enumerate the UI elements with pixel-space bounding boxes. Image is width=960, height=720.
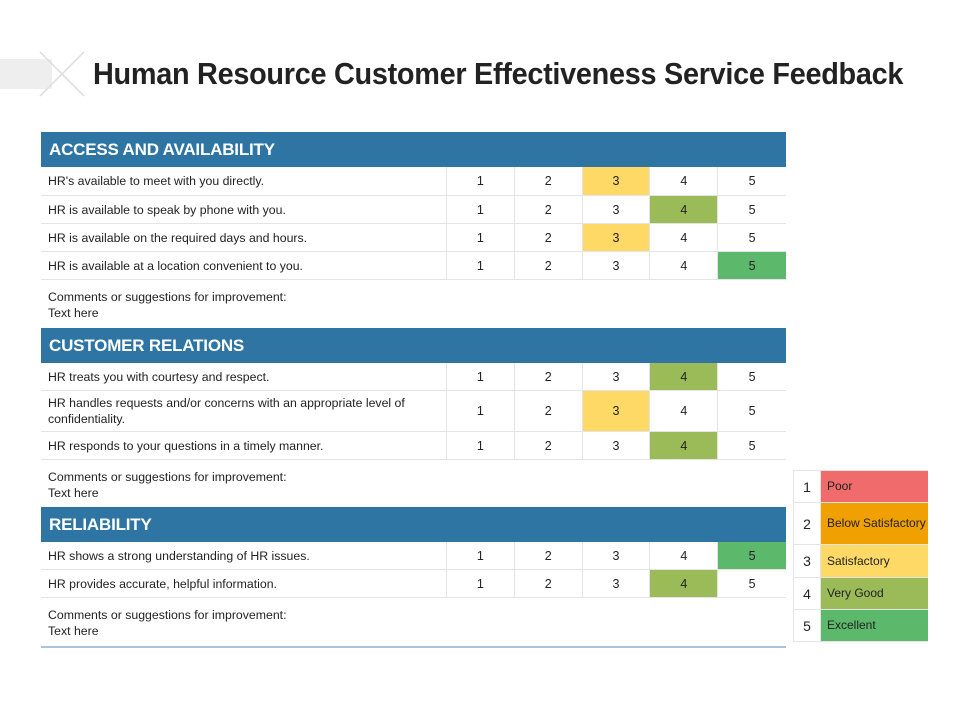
rating-cell-5[interactable]: 5 xyxy=(748,202,756,217)
rating-cell-1[interactable]: 1 xyxy=(447,252,515,279)
legend-row: 3 Satisfactory xyxy=(793,545,928,578)
rating-legend: 1 Poor 2 Below Satisfactory 3 Satisfacto… xyxy=(793,470,928,642)
rating-cell-3[interactable]: 3 xyxy=(583,252,651,279)
legend-number: 4 xyxy=(793,578,821,609)
rating-cell-4[interactable]: 4 xyxy=(650,252,719,279)
question-text: HR handles requests and/or concerns with… xyxy=(41,391,447,431)
rating-cell-1[interactable]: 1 xyxy=(447,391,515,431)
question-text: HR's available to meet with you directly… xyxy=(41,167,447,195)
rating-cell-1[interactable]: 1 xyxy=(447,363,515,390)
rating-cell-3[interactable]: 3 xyxy=(582,224,651,251)
rating-cell-3[interactable]: 3 xyxy=(583,363,651,390)
rating-cell-1[interactable]: 1 xyxy=(447,432,515,459)
decorative-cross-icon xyxy=(39,51,85,97)
rating-cell-5[interactable]: 5 xyxy=(718,542,786,569)
legend-number: 5 xyxy=(793,610,821,641)
decorative-bar xyxy=(0,59,52,89)
rating-cell-4[interactable]: 4 xyxy=(650,542,719,569)
comments-label: Comments or suggestions for improvement: xyxy=(48,470,287,484)
rating-cell-3[interactable]: 3 xyxy=(583,570,651,597)
section-header-access: ACCESS AND AVAILABILITY xyxy=(41,132,786,167)
rating-cell-4[interactable]: 4 xyxy=(650,167,719,195)
rating-cell-2[interactable]: 2 xyxy=(515,224,583,251)
question-row: HR is available on the required days and… xyxy=(41,224,786,252)
rating-cell-1[interactable]: 1 xyxy=(447,167,515,195)
rating-cell-5[interactable]: 5 xyxy=(748,404,756,418)
rating-cell-2[interactable]: 2 xyxy=(515,570,583,597)
rating-cell-5[interactable]: 5 xyxy=(748,576,756,591)
question-row: HR is available at a location convenient… xyxy=(41,252,786,280)
legend-number: 1 xyxy=(793,471,821,502)
rating-cell-4[interactable]: 4 xyxy=(650,224,719,251)
question-text: HR responds to your questions in a timel… xyxy=(41,432,447,459)
legend-number: 2 xyxy=(793,503,821,544)
question-row: HR shows a strong understanding of HR is… xyxy=(41,542,786,570)
legend-label: Poor xyxy=(821,471,928,502)
comments-block: Comments or suggestions for improvement:… xyxy=(41,460,786,507)
rating-cell-3[interactable]: 3 xyxy=(582,391,651,431)
comments-text[interactable]: Text here xyxy=(48,624,99,638)
question-text: HR provides accurate, helpful informatio… xyxy=(41,570,447,597)
legend-label: Very Good xyxy=(821,578,928,609)
rating-cell-3[interactable]: 3 xyxy=(583,196,651,223)
comments-text[interactable]: Text here xyxy=(48,486,99,500)
question-text: HR is available on the required days and… xyxy=(41,224,447,251)
rating-cell-3[interactable]: 3 xyxy=(583,542,651,569)
question-text: HR treats you with courtesy and respect. xyxy=(41,363,447,390)
rating-cell-5[interactable]: 5 xyxy=(748,230,756,245)
rating-cell-5[interactable]: 5 xyxy=(718,252,786,279)
rating-cell-1[interactable]: 1 xyxy=(447,542,515,569)
legend-label: Below Satisfactory xyxy=(821,503,928,544)
rating-cell-2[interactable]: 2 xyxy=(515,167,583,195)
rating-cell-1[interactable]: 1 xyxy=(447,570,515,597)
legend-label: Excellent xyxy=(821,610,928,641)
question-row: HR's available to meet with you directly… xyxy=(41,167,786,196)
question-text: HR shows a strong understanding of HR is… xyxy=(41,542,447,569)
legend-row: 4 Very Good xyxy=(793,578,928,610)
rating-cell-2[interactable]: 2 xyxy=(515,542,583,569)
rating-cell-2[interactable]: 2 xyxy=(515,196,583,223)
question-row: HR handles requests and/or concerns with… xyxy=(41,391,786,432)
question-row: HR is available to speak by phone with y… xyxy=(41,196,786,224)
legend-label: Satisfactory xyxy=(821,545,928,577)
table-bottom-border xyxy=(41,646,786,648)
rating-cell-2[interactable]: 2 xyxy=(515,252,583,279)
rating-cell-1[interactable]: 1 xyxy=(447,224,515,251)
legend-row: 5 Excellent xyxy=(793,610,928,642)
rating-cell-3[interactable]: 3 xyxy=(582,167,651,195)
rating-cell-3[interactable]: 3 xyxy=(583,432,651,459)
comments-text[interactable]: Text here xyxy=(48,306,99,320)
legend-row: 2 Below Satisfactory xyxy=(793,503,928,545)
rating-cell-4[interactable]: 4 xyxy=(650,432,719,459)
rating-cell-5[interactable]: 5 xyxy=(748,369,756,384)
question-text: HR is available to speak by phone with y… xyxy=(41,196,447,223)
comments-label: Comments or suggestions for improvement: xyxy=(48,608,287,622)
question-text: HR is available at a location convenient… xyxy=(41,252,447,279)
rating-cell-4[interactable]: 4 xyxy=(650,363,719,390)
rating-cell-4[interactable]: 4 xyxy=(650,196,719,223)
comments-block: Comments or suggestions for improvement:… xyxy=(41,598,786,646)
legend-number: 3 xyxy=(793,545,821,577)
rating-cell-2[interactable]: 2 xyxy=(515,391,583,431)
comments-label: Comments or suggestions for improvement: xyxy=(48,290,287,304)
question-row: HR responds to your questions in a timel… xyxy=(41,432,786,460)
legend-row: 1 Poor xyxy=(793,470,928,503)
rating-cell-4[interactable]: 4 xyxy=(650,570,719,597)
section-header-reliability: RELIABILITY xyxy=(41,507,786,542)
question-row: HR treats you with courtesy and respect.… xyxy=(41,363,786,391)
rating-cell-2[interactable]: 2 xyxy=(515,432,583,459)
rating-cell-2[interactable]: 2 xyxy=(515,363,583,390)
rating-cell-5[interactable]: 5 xyxy=(748,438,756,453)
rating-cell-1[interactable]: 1 xyxy=(447,196,515,223)
page-title: Human Resource Customer Effectiveness Se… xyxy=(93,56,904,91)
section-header-customer-relations: CUSTOMER RELATIONS xyxy=(41,328,786,363)
rating-cell-5[interactable]: 5 xyxy=(748,174,756,188)
rating-cell-4[interactable]: 4 xyxy=(650,391,719,431)
comments-block: Comments or suggestions for improvement:… xyxy=(41,280,786,328)
feedback-form: ACCESS AND AVAILABILITY HR's available t… xyxy=(41,132,786,648)
question-row: HR provides accurate, helpful informatio… xyxy=(41,570,786,598)
